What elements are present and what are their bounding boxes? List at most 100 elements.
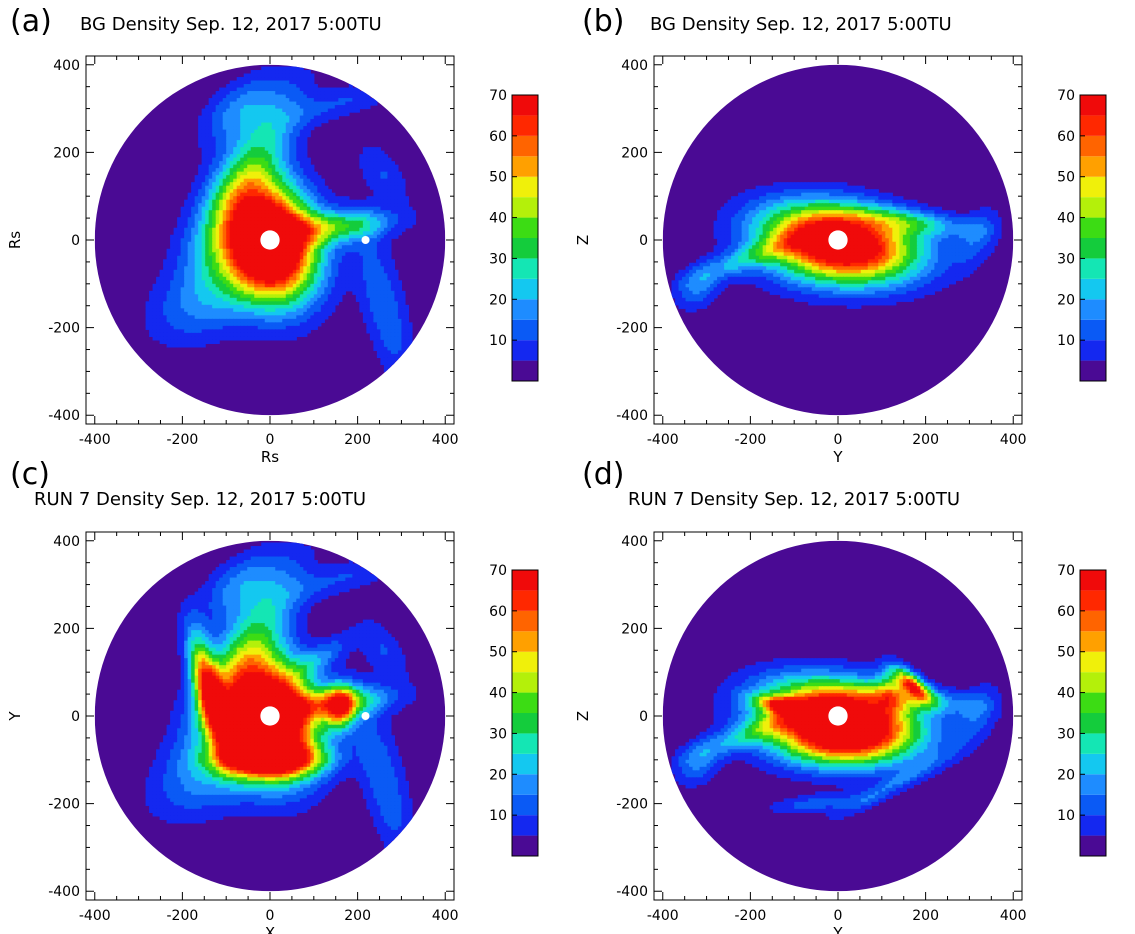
- density-cell: [902, 217, 907, 222]
- density-cell: [296, 329, 301, 334]
- density-cell: [264, 329, 269, 334]
- density-cell: [362, 217, 367, 222]
- density-cell: [916, 203, 921, 208]
- density-cell: [292, 245, 297, 250]
- density-cell: [247, 252, 252, 257]
- density-cell: [212, 220, 217, 225]
- density-cell: [397, 203, 403, 208]
- density-cell: [187, 213, 192, 218]
- density-cell: [804, 206, 809, 211]
- density-cell: [874, 220, 879, 225]
- density-cell: [822, 210, 827, 215]
- density-cell: [303, 297, 308, 302]
- density-cell: [285, 129, 290, 134]
- density-cell: [187, 255, 192, 260]
- density-cell: [222, 108, 227, 113]
- density-cell: [801, 192, 806, 197]
- density-cell: [250, 287, 255, 292]
- density-cell: [818, 203, 823, 208]
- density-cell: [327, 259, 332, 264]
- density-cell: [257, 77, 262, 82]
- density-cell: [250, 105, 255, 110]
- density-cell: [352, 238, 357, 243]
- density-cell: [229, 280, 234, 285]
- density-cell: [275, 196, 280, 201]
- density-cell: [324, 259, 329, 264]
- density-cell: [383, 290, 388, 295]
- density-cell: [299, 248, 304, 253]
- density-cell: [275, 182, 280, 187]
- density-cell: [292, 269, 297, 274]
- density-cell: [327, 108, 332, 113]
- density-cell: [219, 255, 224, 260]
- density-cell: [243, 269, 248, 274]
- density-cell: [310, 178, 315, 183]
- density-cell: [275, 168, 280, 173]
- density-cell: [215, 108, 220, 113]
- density-cell: [198, 178, 203, 183]
- density-cell: [240, 322, 245, 327]
- density-cell: [345, 227, 350, 232]
- density-cell: [394, 315, 399, 320]
- density-cell: [264, 175, 269, 180]
- density-cell: [243, 164, 248, 169]
- density-cell: [713, 224, 718, 229]
- density-cell: [348, 231, 353, 236]
- density-cell: [261, 332, 266, 337]
- density-cell: [180, 294, 185, 299]
- density-cell: [149, 304, 154, 309]
- density-cell: [264, 273, 269, 278]
- density-cell: [292, 98, 297, 103]
- density-cell: [334, 213, 339, 218]
- density-cell: [376, 297, 381, 302]
- density-cell: [972, 220, 978, 225]
- density-cell: [198, 192, 203, 197]
- density-cell: [226, 325, 231, 330]
- density-cell: [201, 241, 206, 246]
- density-cell: [787, 196, 792, 201]
- colorbar-band: [512, 278, 538, 300]
- density-cell: [275, 332, 280, 337]
- density-cell: [313, 259, 318, 264]
- density-cell: [317, 283, 322, 288]
- x-tick-label: 0: [266, 432, 275, 448]
- density-cell: [829, 196, 834, 201]
- density-cell: [303, 196, 308, 201]
- density-cell: [156, 276, 161, 281]
- density-cell: [324, 262, 329, 267]
- density-cell: [229, 98, 234, 103]
- density-cell: [285, 112, 290, 117]
- density-cell: [376, 290, 381, 295]
- colorbar-tick-label: 70: [489, 88, 507, 104]
- density-cell: [717, 213, 722, 218]
- density-cell: [271, 280, 276, 285]
- density-cell: [250, 129, 255, 134]
- density-cell: [254, 259, 259, 264]
- density-cell: [359, 266, 364, 271]
- density-cell: [369, 280, 374, 285]
- density-cell: [811, 210, 816, 215]
- density-cell: [187, 234, 192, 239]
- density-cell: [289, 171, 294, 176]
- density-cell: [355, 220, 360, 225]
- density-cell: [254, 203, 259, 208]
- density-cell: [226, 108, 231, 113]
- density-cell: [278, 283, 283, 288]
- density-cell: [173, 290, 178, 295]
- density-cell: [394, 164, 399, 169]
- density-cell: [257, 171, 262, 176]
- density-cell: [310, 94, 315, 99]
- density-cell: [881, 217, 886, 222]
- density-cell: [177, 248, 182, 253]
- density-cell: [201, 133, 206, 138]
- density-cell: [261, 252, 266, 257]
- density-cell: [317, 241, 322, 246]
- density-cell: [257, 168, 262, 173]
- density-cell: [285, 143, 290, 148]
- density-cell: [247, 136, 252, 141]
- density-cell: [359, 283, 364, 288]
- density-cell: [366, 259, 371, 264]
- density-cell: [229, 157, 234, 162]
- density-cell: [194, 308, 199, 313]
- density-cell: [310, 80, 315, 85]
